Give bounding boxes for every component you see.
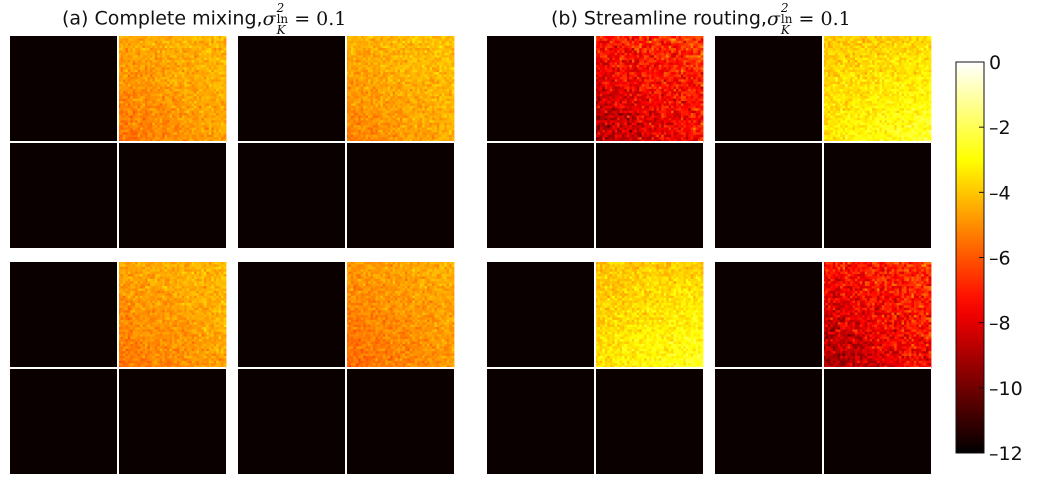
colorbar-tick-label: –6 (989, 248, 1011, 270)
active-quadrant (595, 262, 704, 369)
panel-title-b-math: σ 2 ln K = 0.1 (766, 1, 851, 37)
active-quadrant (823, 262, 932, 369)
heatmap-cell-b-r0c0 (487, 36, 704, 248)
active-quadrant (823, 36, 932, 143)
active-quadrant (346, 262, 455, 369)
active-quadrant (346, 36, 455, 143)
colorbar-ticks: 0 –2 –4 –6 –8 –10 –12 (979, 52, 1023, 465)
heatmap-cell-a-r1c1 (238, 262, 455, 474)
heatmap-cells (10, 36, 932, 474)
colorbar-tick-label: –8 (989, 313, 1011, 335)
heatmap-cell-a-r0c1 (238, 36, 455, 248)
colorbar-tick-label: –12 (989, 443, 1023, 465)
colorbar-tick-label: –10 (989, 378, 1023, 400)
panel-title-a-math: σ 2 ln K = 0.1 (262, 1, 347, 37)
panel-title-b-text: (b) Streamline routing, (551, 7, 767, 30)
panel-title-b: (b) Streamline routing,σ 2 ln K = 0.1 (551, 1, 851, 37)
heatmap-cell-a-r1c0 (10, 262, 227, 474)
colorbar-tick-label: 0 (989, 52, 1001, 74)
panel-title-a: (a) Complete mixing,σ 2 ln K = 0.1 (62, 1, 347, 37)
heatmap-cell-b-r1c0 (487, 262, 704, 474)
active-quadrant (118, 262, 227, 369)
panel-title-a-text: (a) Complete mixing, (62, 7, 263, 30)
heatmap-cell-b-r0c1 (715, 36, 932, 248)
heatmap-cell-a-r0c0 (10, 36, 227, 248)
active-quadrant (595, 36, 704, 143)
colorbar-tick-label: –2 (989, 117, 1011, 139)
heatmap-cell-b-r1c1 (715, 262, 932, 474)
active-quadrant (118, 36, 227, 143)
colorbar-tick-label: –4 (989, 182, 1011, 204)
